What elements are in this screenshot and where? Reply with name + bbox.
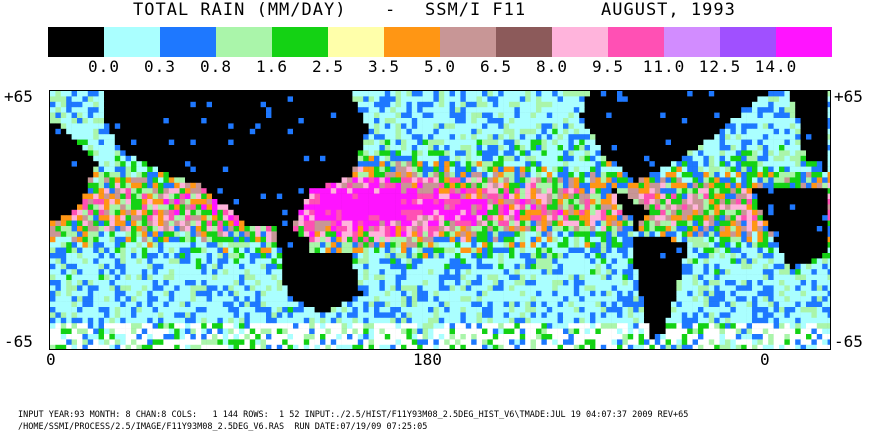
- legend-tick-label: 11.0: [642, 57, 686, 76]
- lon-label-0-left: 0: [46, 350, 56, 369]
- title-bar: TOTAL RAIN (MM/DAY) - SSM/I F11 AUGUST, …: [0, 0, 880, 22]
- color-legend: [48, 27, 832, 57]
- lon-label-180: 180: [413, 350, 442, 369]
- footer-line-1: INPUT YEAR:93 MONTH: 8 CHAN:8 COLS: 1 14…: [18, 410, 689, 420]
- legend-swatch: [776, 27, 832, 57]
- lon-label-0-right: 0: [760, 350, 770, 369]
- legend-tick-label: 6.5: [480, 57, 512, 76]
- title-date: AUGUST, 1993: [601, 0, 736, 20]
- legend-swatch: [440, 27, 496, 57]
- legend-tick-label: 1.6: [256, 57, 288, 76]
- title-sensor: SSM/I F11: [425, 0, 527, 20]
- legend-tick-label: 12.5: [698, 57, 742, 76]
- title-product: TOTAL RAIN (MM/DAY): [133, 0, 347, 20]
- legend-swatch: [216, 27, 272, 57]
- legend-swatch: [664, 27, 720, 57]
- legend-swatch: [496, 27, 552, 57]
- legend-tick-label: 8.0: [536, 57, 568, 76]
- lat-label-top-left: +65: [4, 87, 33, 106]
- legend-tick-label: 3.5: [368, 57, 400, 76]
- legend-swatch: [48, 27, 104, 57]
- legend-swatch: [720, 27, 776, 57]
- legend-tick-labels: 0.0 0.3 0.8 1.6 2.5 3.5 5.0 6.5 8.0 9.5 11.0 12.5 14…: [0, 58, 880, 78]
- legend-tick-label: 0.3: [144, 57, 176, 76]
- legend-tick-label: 0.0: [88, 57, 120, 76]
- legend-swatch: [384, 27, 440, 57]
- legend-swatch: [160, 27, 216, 57]
- rain-map-canvas: [50, 91, 830, 349]
- legend-tick-label: 2.5: [312, 57, 344, 76]
- legend-swatch: [608, 27, 664, 57]
- legend-tick-label: 14.0: [754, 57, 798, 76]
- footer-line-2: /HOME/SSMI/PROCESS/2.5/IMAGE/F11Y93M08_2…: [18, 422, 428, 432]
- legend-tick-label: 9.5: [592, 57, 624, 76]
- lat-label-top-right: +65: [834, 87, 863, 106]
- rain-map: [49, 90, 831, 350]
- legend-swatch: [552, 27, 608, 57]
- legend-tick-label: 5.0: [424, 57, 456, 76]
- title-separator: -: [385, 0, 397, 20]
- legend-swatch: [104, 27, 160, 57]
- lat-label-bottom-right: -65: [834, 332, 863, 351]
- legend-swatch: [272, 27, 328, 57]
- lat-label-bottom-left: -65: [4, 332, 33, 351]
- legend-tick-label: 0.8: [200, 57, 232, 76]
- legend-swatch: [328, 27, 384, 57]
